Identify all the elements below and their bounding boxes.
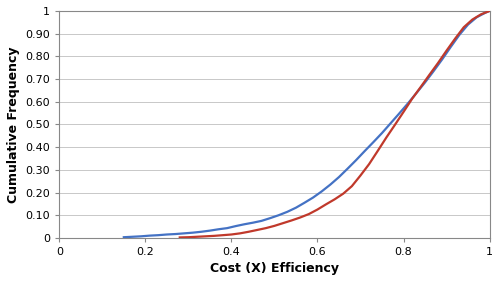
X-axis label: Cost (X) Efficiency: Cost (X) Efficiency xyxy=(210,263,339,275)
Y-axis label: Cumulative Frequency: Cumulative Frequency xyxy=(7,46,20,203)
